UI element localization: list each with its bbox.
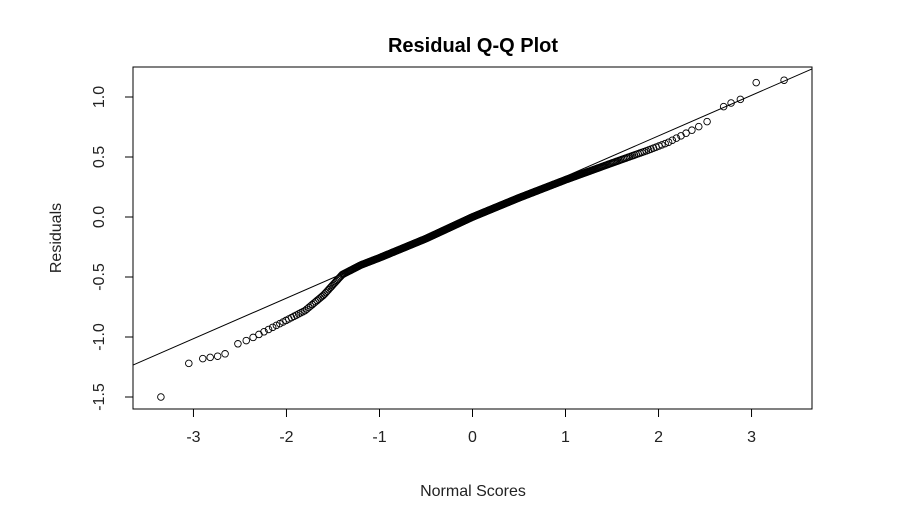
plot-frame bbox=[132, 66, 813, 410]
data-point bbox=[668, 136, 677, 145]
data-point bbox=[272, 321, 281, 330]
data-point bbox=[249, 333, 257, 342]
data-point bbox=[199, 354, 207, 363]
data-point bbox=[719, 102, 728, 111]
data-point bbox=[268, 323, 277, 332]
y-axis-label: Residuals bbox=[48, 203, 65, 273]
x-tick-label: -3 bbox=[186, 429, 200, 446]
x-tick-label: 2 bbox=[654, 429, 663, 446]
data-point bbox=[664, 138, 673, 146]
y-tick-label: 1.0 bbox=[91, 86, 108, 108]
data-point bbox=[661, 139, 669, 148]
data-point bbox=[234, 340, 242, 348]
chart-title: Residual Q-Q Plot bbox=[388, 35, 558, 57]
data-points bbox=[157, 76, 788, 401]
data-point bbox=[264, 325, 273, 334]
y-tick-label: -1.5 bbox=[91, 383, 108, 411]
y-tick-label: 0.5 bbox=[91, 146, 108, 168]
data-point bbox=[694, 122, 703, 131]
data-point bbox=[185, 359, 193, 368]
data-point bbox=[242, 336, 251, 345]
data-point bbox=[682, 129, 690, 137]
y-tick-label: -0.5 bbox=[91, 263, 108, 291]
x-tick-label: 1 bbox=[561, 429, 570, 446]
data-point bbox=[157, 393, 165, 401]
data-point bbox=[752, 78, 760, 87]
y-tick-label: 0.0 bbox=[91, 206, 108, 228]
data-point bbox=[736, 95, 745, 104]
data-point bbox=[727, 99, 735, 107]
x-tick-label: -1 bbox=[372, 429, 386, 446]
data-point bbox=[780, 76, 788, 84]
y-tick-label: -1.0 bbox=[91, 323, 108, 351]
data-point bbox=[672, 134, 681, 142]
data-point bbox=[703, 117, 711, 126]
data-point bbox=[255, 330, 263, 339]
data-point bbox=[206, 353, 214, 362]
x-tick-label: 0 bbox=[468, 429, 477, 446]
x-tick-label: 3 bbox=[747, 429, 756, 446]
data-point bbox=[324, 285, 333, 294]
data-point bbox=[688, 126, 696, 134]
data-point bbox=[260, 328, 268, 336]
data-point bbox=[221, 350, 229, 358]
x-axis-label: Normal Scores bbox=[420, 483, 526, 500]
y-axis: -1.5 -1.0 -0.5 0.0 0.5 1.0 bbox=[91, 86, 133, 411]
data-point bbox=[658, 141, 666, 149]
x-axis: -3 -2 -1 0 1 2 3 bbox=[186, 409, 756, 446]
x-tick-label: -2 bbox=[279, 429, 293, 446]
data-point bbox=[213, 352, 222, 360]
